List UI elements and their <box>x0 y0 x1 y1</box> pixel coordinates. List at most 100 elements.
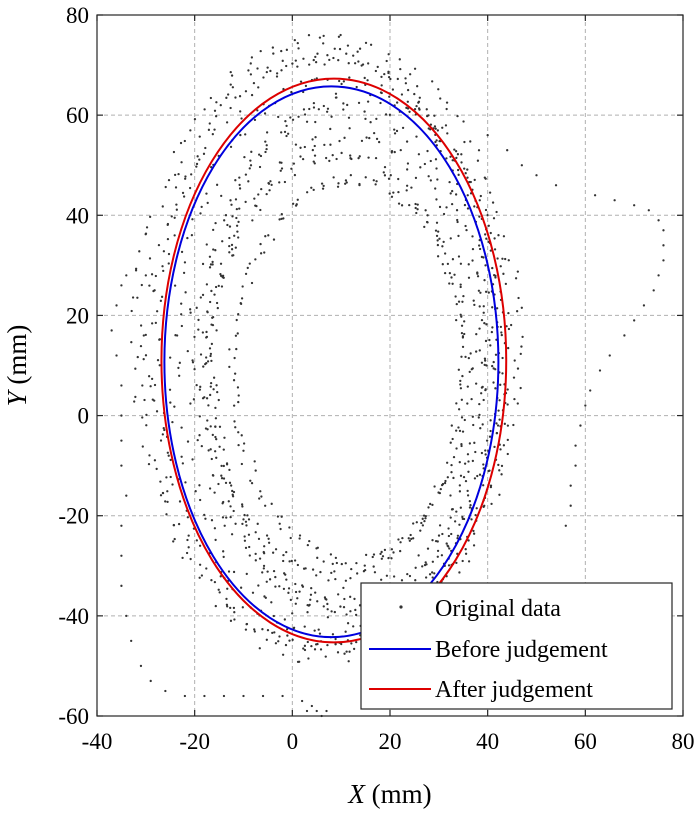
data-point <box>161 265 164 268</box>
data-point <box>229 83 232 86</box>
data-point <box>436 540 439 543</box>
data-point <box>205 567 208 570</box>
data-point <box>516 367 520 370</box>
data-point <box>266 629 270 632</box>
data-point <box>485 364 488 367</box>
data-point <box>438 205 442 209</box>
data-point <box>238 176 241 179</box>
data-point <box>215 329 218 332</box>
data-point <box>442 240 445 244</box>
data-point <box>478 473 482 476</box>
data-point <box>178 500 182 503</box>
x-tick-label: -40 <box>82 729 113 754</box>
data-point <box>312 160 315 163</box>
data-point <box>173 284 177 287</box>
data-point <box>502 444 506 447</box>
data-point <box>456 537 459 540</box>
data-point <box>163 428 166 432</box>
data-point <box>497 234 500 237</box>
data-point <box>291 118 295 121</box>
data-point <box>344 579 348 582</box>
data-point <box>507 311 510 315</box>
data-point <box>344 182 347 185</box>
data-point <box>227 500 230 503</box>
data-point <box>254 469 257 472</box>
data-point <box>426 547 430 550</box>
data-point <box>501 372 504 375</box>
data-point <box>472 299 475 302</box>
data-point <box>289 116 292 119</box>
data-point <box>347 62 350 65</box>
data-point <box>350 567 353 571</box>
data-point <box>209 448 212 451</box>
data-point <box>159 494 163 497</box>
data-point <box>323 143 326 147</box>
data-point <box>477 149 481 152</box>
data-point <box>488 191 492 194</box>
data-point <box>148 215 152 218</box>
data-point <box>214 221 217 225</box>
data-point <box>401 126 405 130</box>
data-point <box>406 168 409 171</box>
data-point <box>230 248 234 251</box>
data-point <box>229 606 232 610</box>
data-point <box>419 166 422 169</box>
data-point <box>468 442 472 445</box>
data-point <box>264 504 267 507</box>
data-point <box>451 282 454 285</box>
data-point <box>462 120 465 123</box>
data-point <box>205 335 209 339</box>
data-point <box>408 203 411 207</box>
data-point <box>460 443 463 446</box>
data-point <box>200 205 203 209</box>
data-point <box>209 96 213 100</box>
data-point <box>410 186 413 189</box>
data-point <box>473 303 476 306</box>
data-point <box>242 518 245 521</box>
data-point <box>228 468 231 471</box>
data-point <box>309 593 313 596</box>
data-point <box>265 144 268 147</box>
data-point <box>418 96 421 99</box>
data-point <box>208 347 212 350</box>
data-point <box>484 359 487 362</box>
data-point <box>243 539 247 542</box>
data-point <box>142 358 145 361</box>
data-point <box>198 484 201 487</box>
data-point <box>647 209 650 212</box>
data-point <box>569 484 572 487</box>
data-point <box>208 266 212 269</box>
data-point <box>186 538 189 542</box>
data-point <box>373 571 377 574</box>
data-point <box>256 67 259 70</box>
data-point <box>418 108 421 111</box>
data-point <box>413 108 417 111</box>
data-point <box>382 171 385 174</box>
data-point <box>349 610 352 613</box>
fit-ellipses <box>160 77 508 644</box>
data-point <box>232 606 236 610</box>
data-point <box>220 474 223 477</box>
data-point <box>215 301 219 305</box>
data-point <box>285 578 288 581</box>
data-point <box>396 101 399 104</box>
data-point <box>312 188 315 192</box>
data-point <box>148 454 151 457</box>
data-point <box>367 156 370 159</box>
data-point <box>397 177 400 181</box>
data-point <box>268 578 272 581</box>
data-point <box>435 198 438 201</box>
data-point <box>457 426 460 429</box>
data-point <box>493 237 496 240</box>
data-point <box>144 232 148 235</box>
data-point <box>191 458 194 461</box>
data-point <box>380 578 383 581</box>
data-point <box>485 439 489 442</box>
data-point <box>436 239 439 242</box>
data-point <box>210 519 214 522</box>
data-point <box>199 353 203 356</box>
data-point <box>429 123 433 126</box>
data-point <box>507 346 510 350</box>
data-point <box>313 629 316 632</box>
data-point <box>240 297 244 300</box>
